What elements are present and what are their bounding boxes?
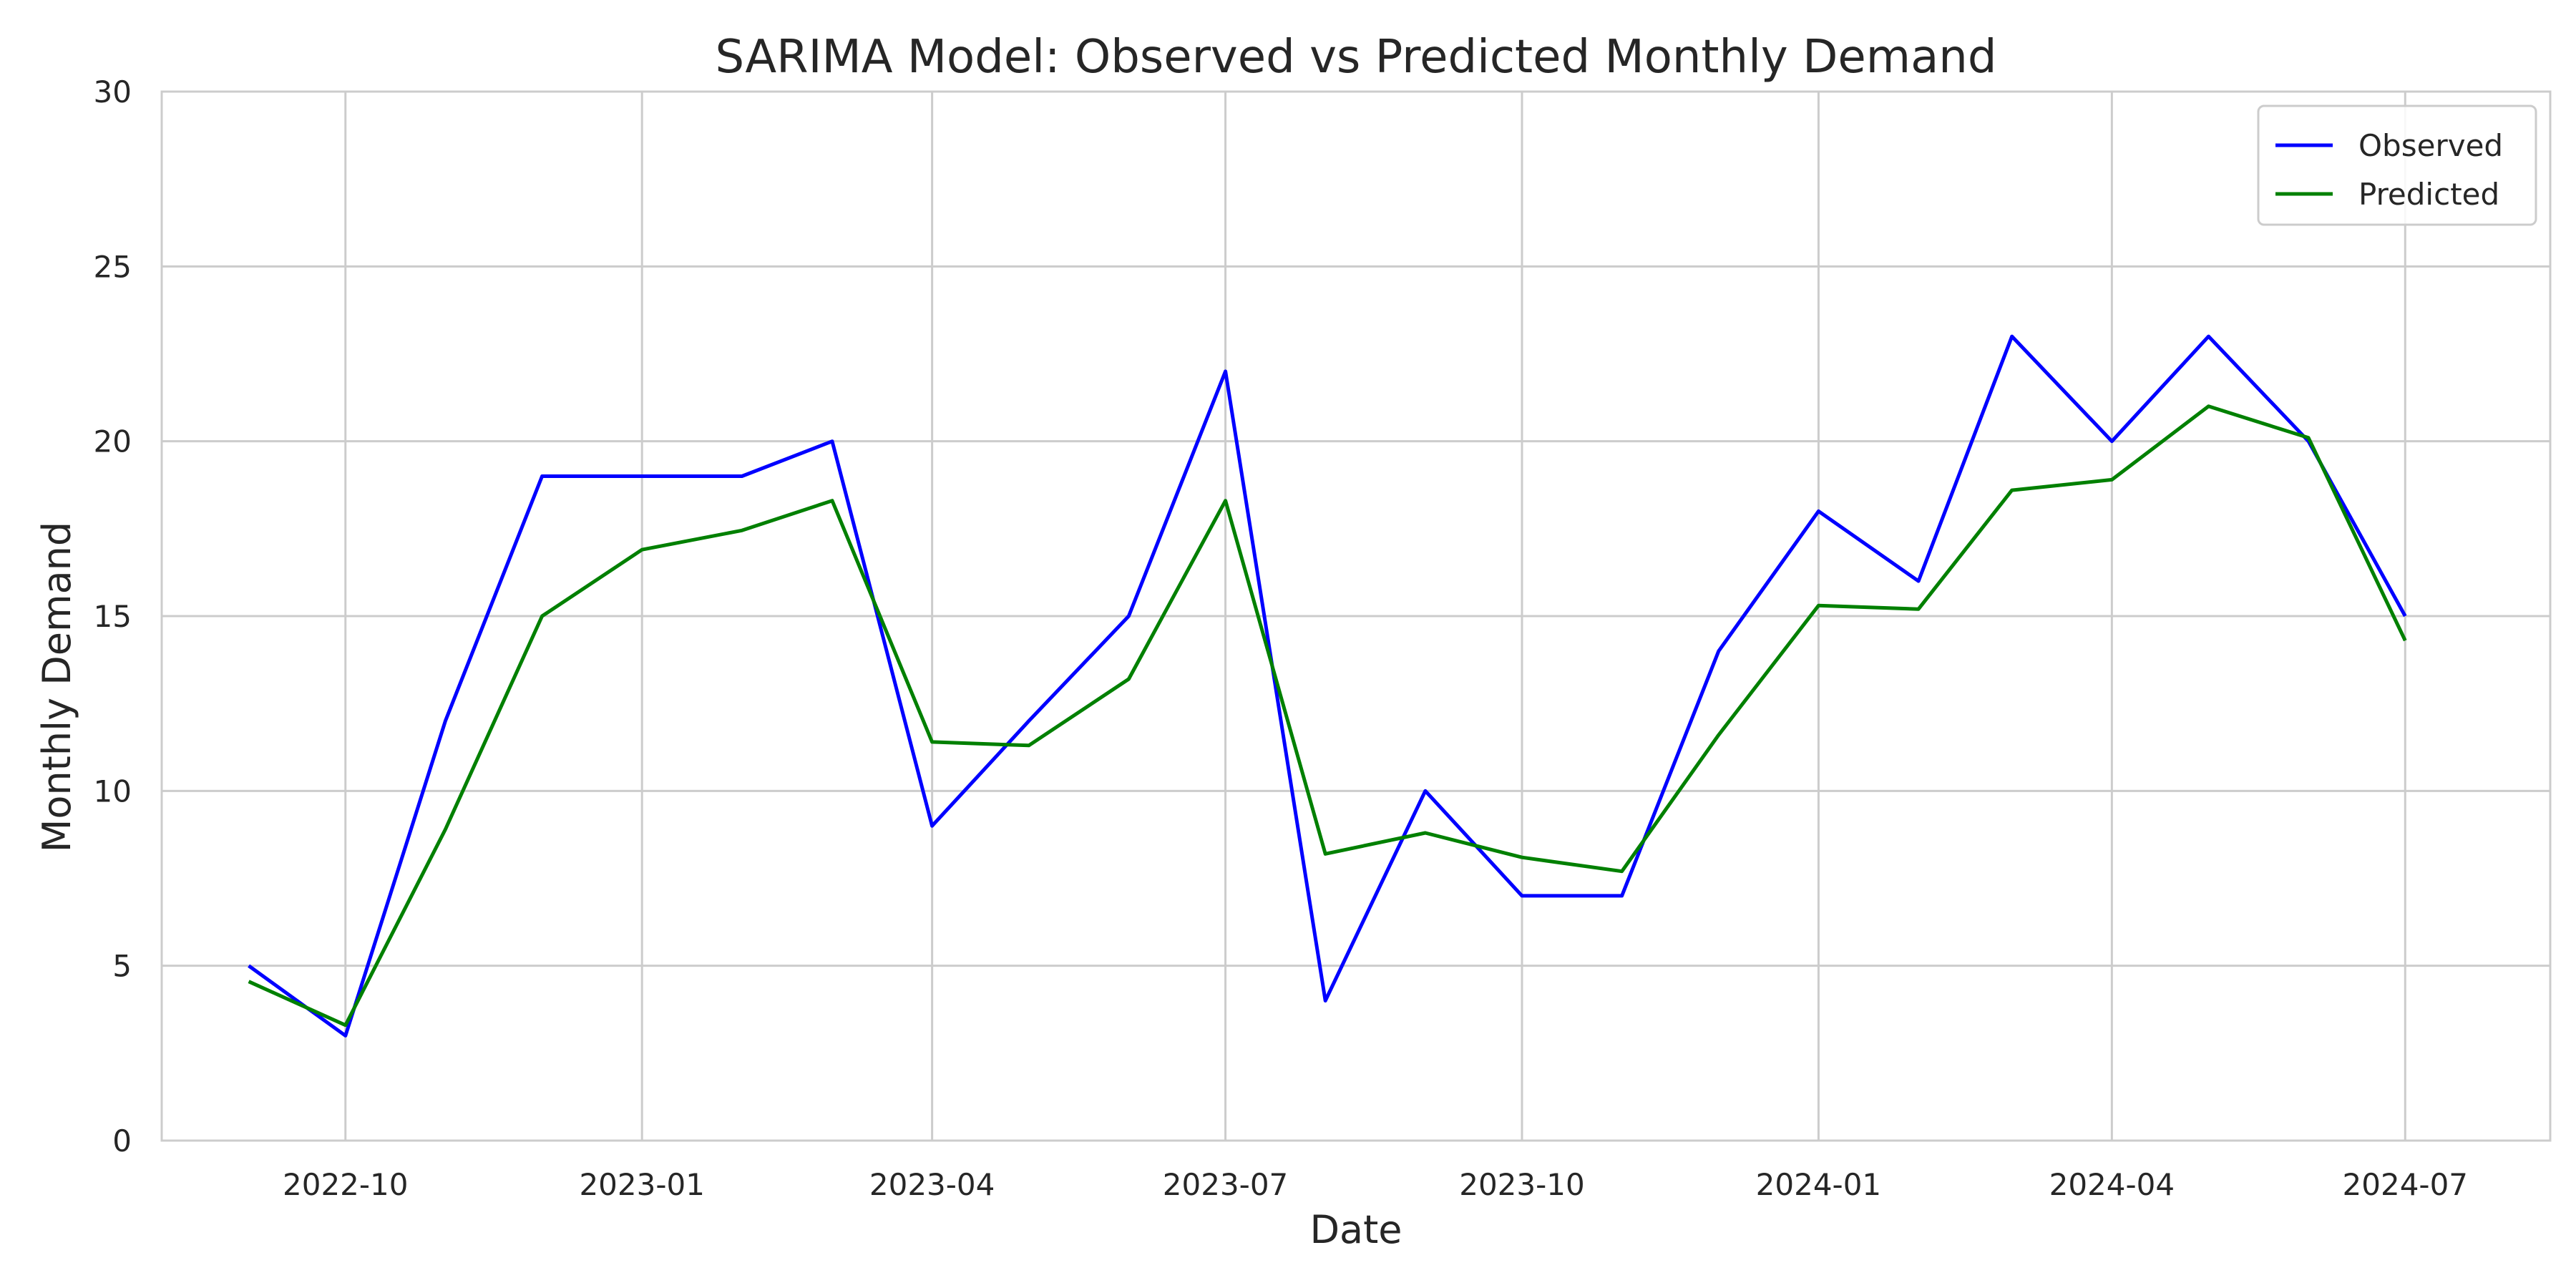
x-tick-label: 2023-10 <box>1459 1167 1585 1202</box>
y-tick-label: 25 <box>94 249 132 284</box>
x-tick-label: 2023-04 <box>869 1167 995 1202</box>
legend: Observed Predicted <box>2257 104 2537 226</box>
x-tick-label: 2023-01 <box>579 1167 705 1202</box>
y-tick-label: 5 <box>112 949 132 984</box>
series-line-observed <box>248 334 2407 1038</box>
x-tick-label: 2024-04 <box>2049 1167 2175 1202</box>
x-tick-label: 2022-10 <box>283 1167 409 1202</box>
y-axis-label: Monthly Demand <box>34 522 79 852</box>
series-line-predicted <box>248 404 2407 1028</box>
x-axis-ticks: 2022-10 2023-01 2023-04 2023-07 2023-10 2024-… <box>283 1167 2468 1202</box>
legend-label-observed: Observed <box>2358 128 2503 163</box>
x-axis-label: Date <box>1309 1207 1402 1252</box>
x-tick-label: 2024-07 <box>2343 1167 2469 1202</box>
y-tick-label: 15 <box>94 599 132 634</box>
chart-title: SARIMA Model: Observed vs Predicted Mont… <box>716 31 1997 84</box>
x-tick-label: 2024-01 <box>1756 1167 1882 1202</box>
series-layer <box>248 334 2407 1038</box>
y-axis-ticks: 0 5 10 15 20 25 30 <box>94 74 132 1158</box>
y-tick-label: 30 <box>94 74 132 109</box>
legend-label-predicted: Predicted <box>2358 177 2499 212</box>
y-tick-label: 10 <box>94 774 132 809</box>
plot-frame <box>160 90 2552 1142</box>
grid-lines <box>162 90 2550 1142</box>
y-tick-label: 0 <box>112 1123 132 1158</box>
x-tick-label: 2023-07 <box>1163 1167 1289 1202</box>
y-tick-label: 20 <box>94 424 132 459</box>
